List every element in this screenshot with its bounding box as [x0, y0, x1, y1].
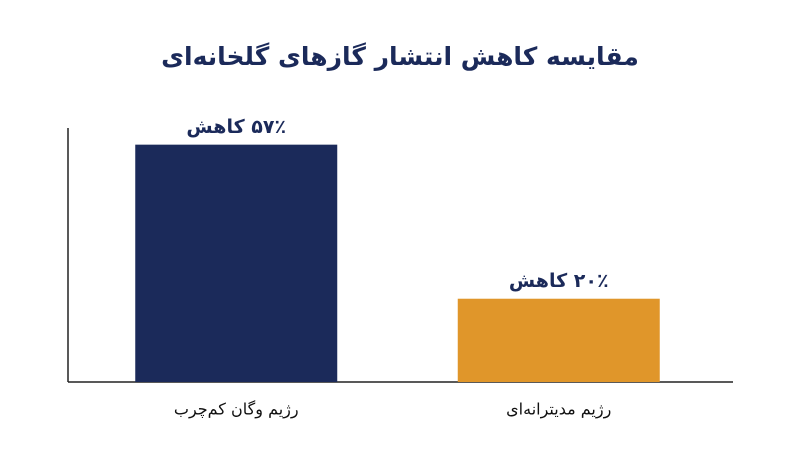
bar — [135, 144, 338, 382]
x-tick-label: رژیم وگان کم‌چرب — [174, 400, 299, 420]
value-label: ۵۷٪ کاهش — [186, 116, 286, 138]
value-label: ۲۰٪ کاهش — [509, 270, 609, 292]
chart-title: مقایسه کاهش انتشار گازهای گلخانه‌ای — [161, 42, 639, 71]
bar — [457, 298, 660, 382]
x-tick-label: رژیم مدیترانه‌ای — [506, 400, 611, 420]
